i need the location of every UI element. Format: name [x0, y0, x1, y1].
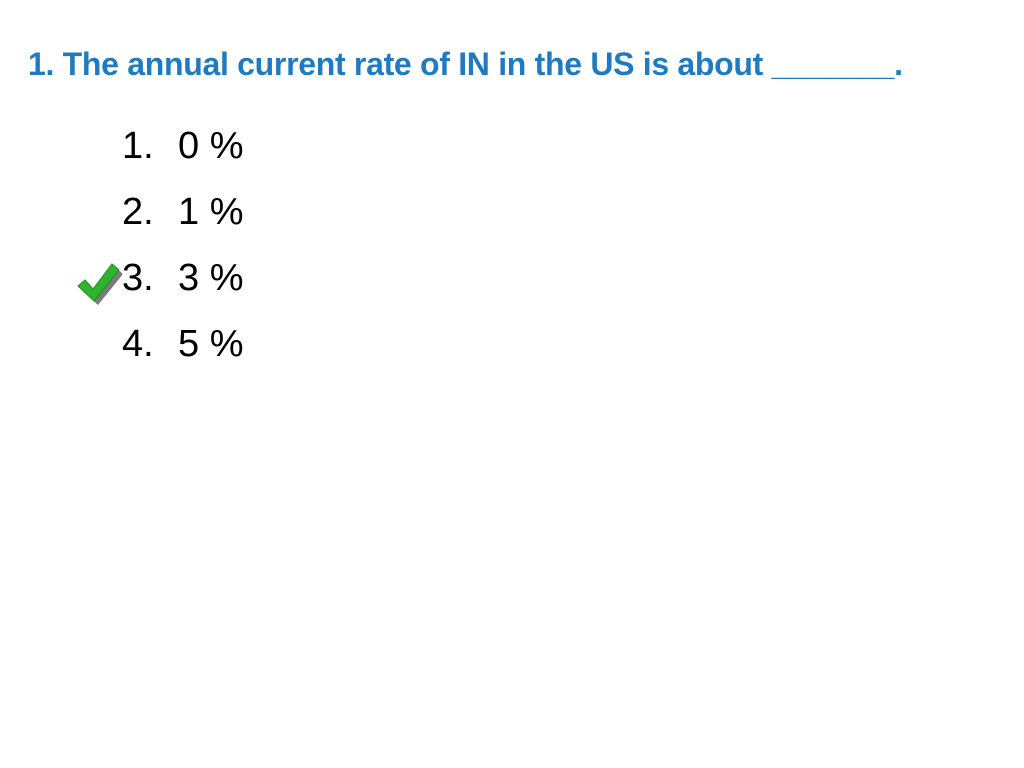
option-number: 2. [122, 191, 154, 233]
option-number: 4. [122, 323, 154, 365]
answer-option-1: 1. 0 % [122, 118, 243, 184]
answer-option-4: 4. 5 % [122, 316, 243, 382]
option-number: 3. [122, 257, 154, 299]
option-text: 5 % [178, 323, 244, 365]
answer-option-3: 3. 3 % [77, 250, 244, 316]
option-text: 1 % [178, 191, 244, 233]
check-mark-icon [76, 262, 123, 306]
option-text: 0 % [178, 125, 244, 167]
answer-option-2: 2. 1 % [122, 184, 243, 250]
option-text: 3 % [178, 257, 244, 299]
option-number: 1. [122, 125, 154, 167]
answer-options-list: 1. 0 % 2. 1 % 3. 3 % 4. 5 % [77, 118, 244, 382]
question-title: 1. The annual current rate of IN in the … [28, 46, 903, 82]
